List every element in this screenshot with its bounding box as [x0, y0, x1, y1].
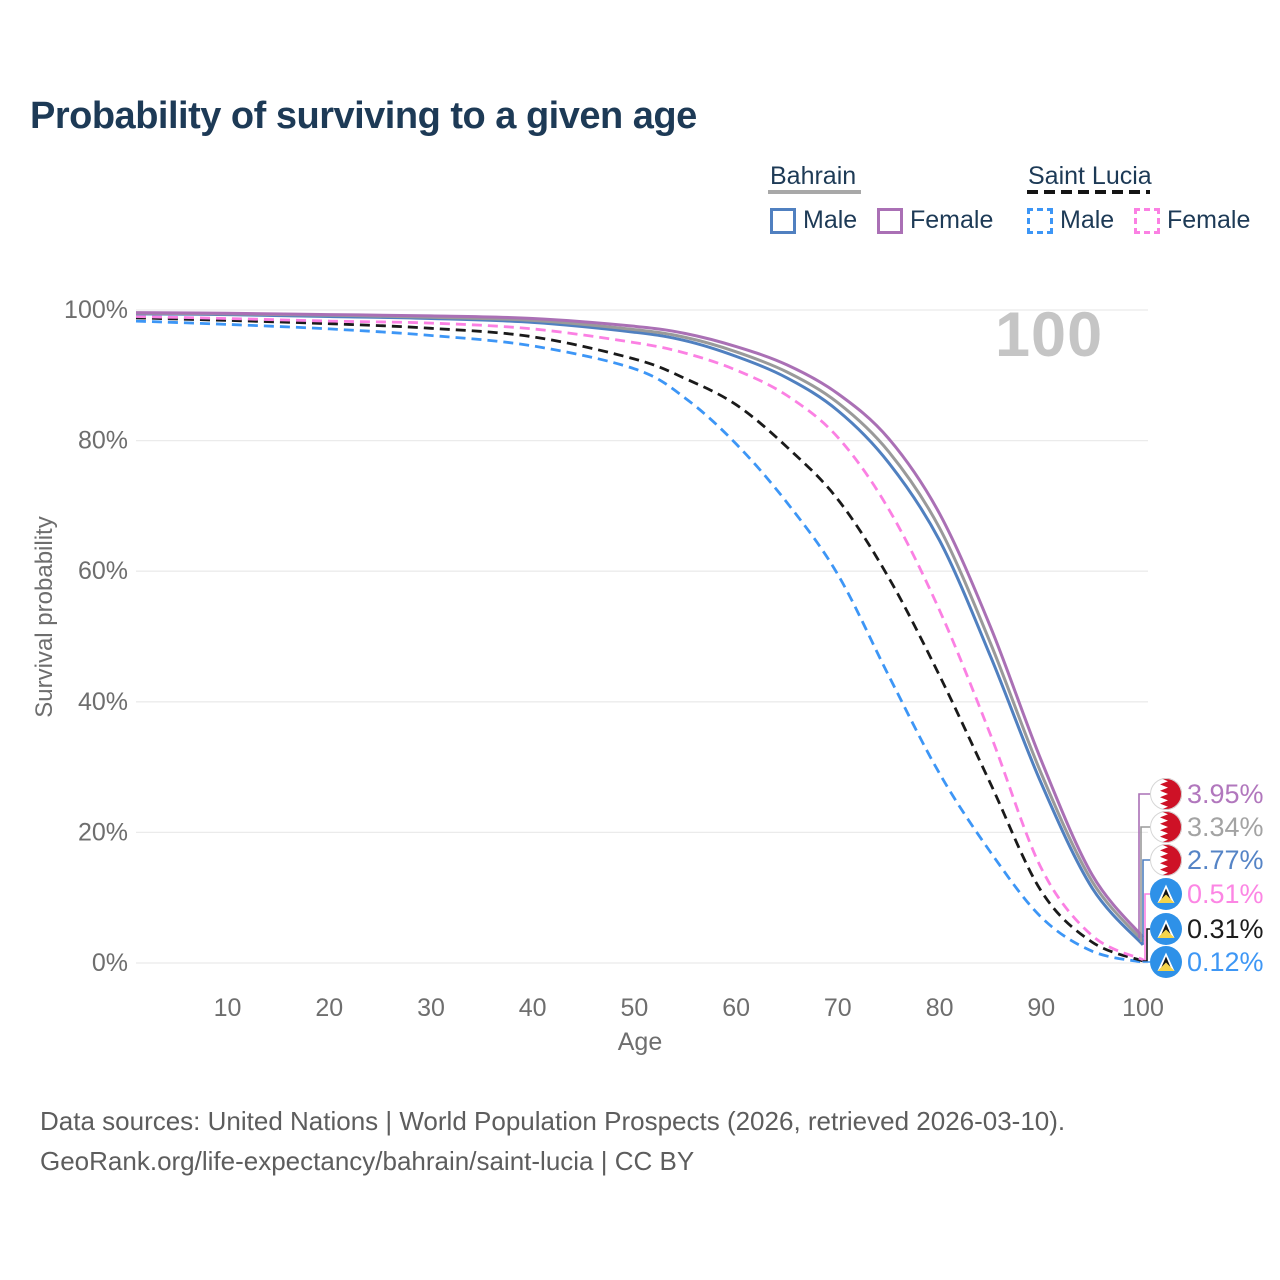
x-tick-label: 30	[417, 994, 445, 1022]
legend-group-saint-lucia-header: Saint Lucia	[1028, 162, 1152, 190]
y-tick-label: 40%	[78, 688, 128, 716]
hover-age-watermark: 100	[995, 300, 1104, 370]
attribution-text: GeoRank.org/life-expectancy/bahrain/sain…	[40, 1146, 695, 1176]
y-tick-label: 20%	[78, 818, 128, 846]
series-line-saint-lucia-male[interactable]	[135, 319, 1144, 964]
x-tick-label: 60	[722, 994, 750, 1022]
saint-lucia-flag-icon	[1150, 913, 1182, 945]
end-value-label-saint-lucia-female: 0.51%	[1187, 879, 1264, 909]
end-label-leader-line	[1143, 893, 1150, 961]
x-tick-label: 50	[620, 994, 648, 1022]
bahrain-female-swatch-icon	[877, 207, 903, 234]
x-tick-label: 80	[926, 994, 954, 1022]
end-value-label-bahrain-female: 3.95%	[1187, 779, 1264, 809]
page-title: Probability of surviving to a given age	[30, 95, 697, 137]
x-tick-label: 20	[315, 994, 343, 1022]
bahrain-flag-icon	[1150, 811, 1182, 843]
legend-label: Female	[1167, 206, 1251, 234]
x-tick-label: 100	[1122, 994, 1164, 1022]
y-tick-label: 80%	[78, 427, 128, 455]
y-tick-label: 60%	[78, 557, 128, 585]
saint-lucia-flag-icon	[1150, 878, 1182, 910]
series-line-bahrain-female[interactable]	[135, 311, 1145, 939]
saint-lucia-female-swatch-icon	[1134, 207, 1160, 234]
x-tick-label: 70	[824, 994, 852, 1022]
y-tick-label: 0%	[92, 949, 128, 977]
legend-item-saint-lucia-female[interactable]: Female	[1134, 206, 1250, 235]
legend-item-bahrain-female[interactable]: Female	[877, 206, 993, 235]
data-sources-text: Data sources: United Nations | World Pop…	[40, 1106, 1066, 1136]
end-label-leader-line	[1143, 928, 1150, 962]
legend-label: Male	[1060, 206, 1115, 234]
x-tick-label: 10	[214, 994, 242, 1022]
end-value-label-saint-lucia: 0.31%	[1187, 914, 1264, 944]
x-tick-label: 40	[519, 994, 547, 1022]
series-line-saint-lucia-female[interactable]	[135, 315, 1144, 961]
end-label-leader-line	[1142, 859, 1150, 945]
legend-item-saint-lucia-male[interactable]: Male	[1027, 206, 1114, 235]
legend-label: Female	[910, 206, 994, 234]
bahrain-flag-icon	[1150, 844, 1182, 876]
legend-item-bahrain-male[interactable]: Male	[770, 206, 857, 235]
end-value-label-saint-lucia-male: 0.12%	[1187, 947, 1264, 977]
bahrain-flag-icon	[1150, 778, 1182, 810]
x-tick-label: 90	[1027, 994, 1055, 1022]
series-line-saint-lucia[interactable]	[135, 316, 1144, 963]
legend-label: Male	[803, 206, 858, 234]
end-label-leader-line	[1140, 826, 1150, 942]
saint-lucia-flag-icon	[1150, 946, 1182, 978]
x-axis-title: Age	[617, 1028, 663, 1056]
end-value-label-bahrain-male: 2.77%	[1187, 845, 1264, 875]
legend-saint-lucia-line-swatch	[1027, 190, 1150, 194]
legend-bahrain-line-swatch	[768, 190, 861, 194]
saint-lucia-male-swatch-icon	[1027, 207, 1053, 234]
y-tick-label: 100%	[64, 296, 128, 324]
bahrain-male-swatch-icon	[770, 207, 796, 234]
legend-group-bahrain-header: Bahrain	[770, 162, 857, 190]
end-value-label-bahrain: 3.34%	[1187, 812, 1264, 842]
